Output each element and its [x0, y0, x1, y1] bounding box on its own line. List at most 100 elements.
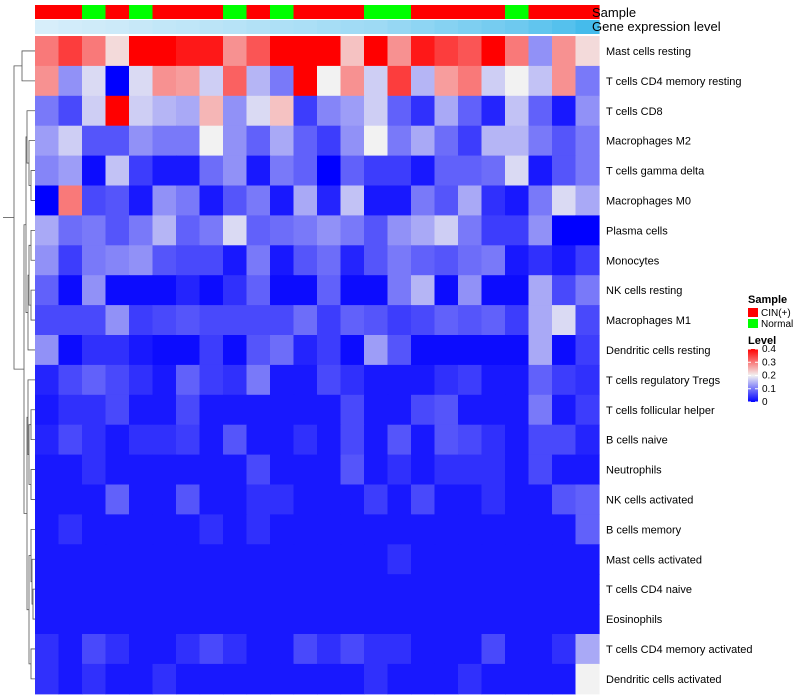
- heatmap-cell: [505, 36, 530, 67]
- heatmap-cell: [35, 155, 60, 187]
- heatmap-cell: [317, 514, 342, 545]
- heatmap-cell: [481, 245, 506, 276]
- heatmap-cell: [552, 514, 577, 545]
- heatmap-cell: [552, 245, 577, 276]
- heatmap-cell: [176, 424, 201, 456]
- expression-annotation-cell: [223, 20, 248, 34]
- heatmap-cell: [58, 544, 83, 575]
- heatmap-cell: [223, 454, 248, 486]
- heatmap-cell: [387, 155, 412, 187]
- heatmap-cell: [411, 454, 436, 486]
- heatmap-cell: [434, 215, 459, 246]
- heatmap-cell: [82, 484, 107, 515]
- heatmap-cell: [82, 305, 107, 336]
- heatmap-cell: [575, 604, 600, 635]
- heatmap-cell: [317, 604, 342, 635]
- heatmap-cell: [58, 454, 83, 486]
- heatmap-cell: [528, 484, 553, 515]
- heatmap-cell: [458, 514, 483, 545]
- row-label: Mast cells activated: [606, 554, 702, 566]
- heatmap-cell: [293, 65, 318, 97]
- heatmap-cell: [129, 95, 154, 127]
- heatmap-cell: [246, 364, 271, 396]
- sample-annotation-cell: [575, 5, 600, 19]
- heatmap-cell: [575, 454, 600, 486]
- heatmap-cell: [528, 65, 553, 97]
- heatmap-cell: [246, 215, 271, 246]
- heatmap-cell: [223, 185, 248, 216]
- dendrogram-branch: [30, 409, 35, 441]
- heatmap-cell: [58, 36, 83, 67]
- heatmap-cell: [317, 544, 342, 575]
- heatmap-cell: [528, 663, 553, 695]
- heatmap-cell: [434, 65, 459, 97]
- heatmap-cell: [246, 544, 271, 575]
- heatmap-cell: [35, 394, 60, 426]
- heatmap-cell: [434, 364, 459, 396]
- heatmap-cell: [82, 155, 107, 187]
- dendrogram-branch: [30, 648, 35, 680]
- heatmap-cell: [458, 364, 483, 396]
- legend-tick-label: 0.2: [762, 371, 776, 382]
- heatmap-cell: [152, 36, 177, 67]
- heatmap-cell: [152, 424, 177, 456]
- heatmap-cell: [387, 335, 412, 366]
- heatmap-cell: [199, 663, 224, 695]
- heatmap-cell: [505, 364, 530, 396]
- heatmap-cell: [434, 514, 459, 545]
- heatmap-cell: [434, 604, 459, 635]
- heatmap-cell: [105, 394, 130, 426]
- heatmap-cell: [223, 275, 248, 306]
- heatmap-cell: [176, 215, 201, 246]
- heatmap-cell: [575, 574, 600, 605]
- expression-annotation-cell: [270, 20, 295, 34]
- heatmap-cell: [528, 275, 553, 306]
- heatmap-cell: [340, 394, 365, 426]
- heatmap-cell: [364, 95, 389, 127]
- heatmap-cell: [152, 514, 177, 545]
- heatmap-cell: [528, 634, 553, 665]
- heatmap-cell: [176, 305, 201, 336]
- dendrogram-branch: [30, 289, 35, 321]
- heatmap-cell: [505, 424, 530, 456]
- heatmap-cell: [458, 394, 483, 426]
- heatmap-cell: [505, 394, 530, 426]
- heatmap-cell: [458, 574, 483, 605]
- heatmap-cell: [129, 335, 154, 366]
- heatmap-cell: [458, 305, 483, 336]
- heatmap-cell: [364, 215, 389, 246]
- heatmap-cell: [199, 125, 224, 157]
- sample-annotation-cell: [317, 5, 342, 19]
- heatmap-cell: [340, 305, 365, 336]
- heatmap-cell: [223, 245, 248, 276]
- heatmap-cell: [364, 65, 389, 97]
- heatmap-cell: [152, 544, 177, 575]
- heatmap-cell: [317, 305, 342, 336]
- legend-tick-label: 0.4: [762, 344, 776, 355]
- heatmap-cell: [129, 544, 154, 575]
- legend-sample-title: Sample: [748, 294, 787, 306]
- row-label: Eosinophils: [606, 614, 663, 626]
- heatmap-cell: [340, 364, 365, 396]
- sample-annotation-cell: [411, 5, 436, 19]
- heatmap-cell: [505, 305, 530, 336]
- heatmap-cell: [575, 305, 600, 336]
- row-label: Macrophages M1: [606, 315, 691, 327]
- sample-annotation-cell: [176, 5, 201, 19]
- heatmap-cell: [411, 544, 436, 575]
- heatmap-cell: [505, 604, 530, 635]
- heatmap-cell: [246, 36, 271, 67]
- heatmap-cell: [223, 125, 248, 157]
- heatmap-cell: [82, 275, 107, 306]
- heatmap-cell: [528, 305, 553, 336]
- expression-annotation-cell: [364, 20, 389, 34]
- heatmap-cell: [199, 215, 224, 246]
- expression-annotation-cell: [387, 20, 412, 34]
- legend-tick-label: 0.3: [762, 357, 776, 368]
- sample-annotation-cell: [528, 5, 553, 19]
- heatmap-cell: [317, 484, 342, 515]
- heatmap-cell: [293, 125, 318, 157]
- heatmap-cell: [293, 215, 318, 246]
- heatmap-cell: [105, 634, 130, 665]
- heatmap-cell: [129, 275, 154, 306]
